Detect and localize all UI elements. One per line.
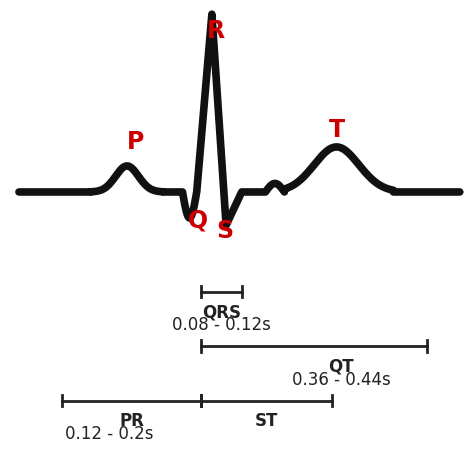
Text: S: S (217, 219, 234, 243)
Text: QRS: QRS (202, 303, 241, 321)
Text: ST: ST (255, 412, 279, 430)
Text: R: R (207, 19, 225, 43)
Text: T: T (328, 118, 345, 142)
Text: 0.36 - 0.44s: 0.36 - 0.44s (292, 371, 391, 389)
Text: 0.08 - 0.12s: 0.08 - 0.12s (172, 316, 271, 334)
Text: P: P (127, 130, 144, 154)
Text: QT: QT (328, 358, 354, 376)
Text: Q: Q (188, 209, 208, 232)
Text: PR: PR (119, 412, 144, 430)
Text: 0.12 - 0.2s: 0.12 - 0.2s (65, 425, 153, 443)
